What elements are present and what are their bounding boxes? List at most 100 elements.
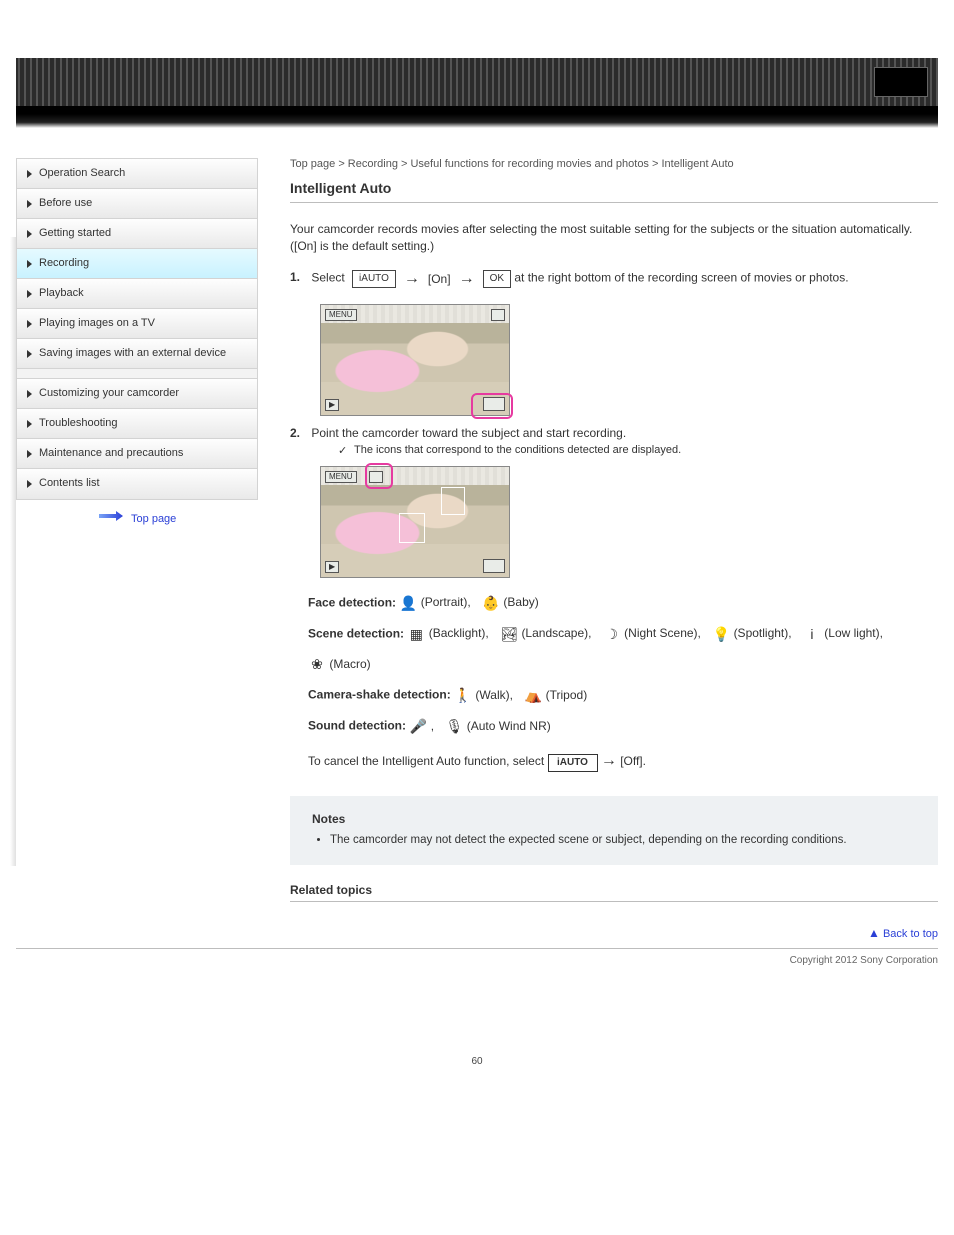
back-to-top-link[interactable]: Back to top [883, 928, 938, 940]
nav-label: Playback [39, 287, 84, 299]
nav-label: Contents list [39, 477, 100, 489]
header-band [16, 58, 938, 114]
step-2-sub: The icons that correspond to the conditi… [338, 444, 938, 456]
on-label: [On] [428, 272, 451, 286]
nav-item-contents-list[interactable]: Contents list [17, 469, 257, 499]
nav-item-customizing[interactable]: Customizing your camcorder [17, 379, 257, 409]
play-badge-icon: ▶ [325, 399, 339, 411]
highlight-ring-icon [365, 463, 393, 489]
step-text-post: at the right bottom of the recording scr… [514, 270, 848, 284]
iauto-off-button-icon: iAUTO [352, 270, 396, 288]
landscape-label: (Landscape), [521, 626, 599, 640]
arrow-right-icon: → [404, 271, 420, 287]
step-text: Select [311, 270, 344, 284]
notes-title: Notes [312, 812, 916, 826]
caret-icon [27, 420, 32, 428]
backlight-icon: ▦ [407, 619, 425, 650]
highlight-ring-icon [471, 393, 513, 419]
caret-icon [27, 450, 32, 458]
iauto-button-icon: iAUTO [548, 754, 598, 772]
page-title: Intelligent Auto [290, 180, 938, 196]
nav-label: Saving images with an external device [39, 347, 226, 359]
step-number: 2. [290, 426, 308, 440]
camera-shake-line: Camera-shake detection: 🚶 (Walk), ⛺ (Tri… [308, 680, 938, 711]
portrait-label: (Portrait), [421, 595, 479, 609]
caret-icon [27, 170, 32, 178]
nav-item-troubleshooting[interactable]: Troubleshooting [17, 409, 257, 439]
arrow-right-icon: → [459, 271, 475, 287]
lcd-screenshot-1: MENU ▶ [320, 304, 510, 416]
face-detection-line: Face detection: 👤 (Portrait), 👶 (Baby) [308, 588, 938, 619]
step-number: 1. [290, 270, 308, 284]
nav-gap [17, 369, 257, 379]
landscape-icon: 🏞 [500, 619, 518, 650]
nav-item-operation-search[interactable]: Operation Search [17, 159, 257, 189]
spotlight-icon: 💡 [712, 619, 730, 650]
sidebar-nav: Operation Search Before use Getting star… [16, 158, 258, 500]
macro-label: (Macro) [329, 657, 378, 671]
tripod-label: (Tripod) [546, 688, 596, 702]
walk-label: (Walk), [475, 688, 521, 702]
line-prefix: Sound detection: [308, 719, 406, 733]
caret-icon [27, 230, 32, 238]
line-prefix: Camera-shake detection: [308, 688, 451, 702]
menu-badge-icon: MENU [325, 471, 357, 483]
nav-item-saving-external[interactable]: Saving images with an external device [17, 339, 257, 369]
macro-icon: ❀ [308, 649, 326, 680]
arrow-right-icon: → [601, 752, 617, 769]
top-page-link[interactable]: Top page [131, 513, 176, 525]
night-icon: ☽ [603, 619, 621, 650]
nav-label: Operation Search [39, 167, 125, 179]
step-2: 2. Point the camcorder toward the subjec… [290, 426, 938, 440]
footer-rule [16, 948, 938, 949]
nav-label: Playing images on a TV [39, 317, 155, 329]
lowlight-label: (Low light), [824, 626, 891, 640]
nav-item-recording[interactable]: Recording [17, 249, 257, 279]
tripod-icon: ⛺ [524, 680, 542, 711]
nav-item-playing-on-tv[interactable]: Playing images on a TV [17, 309, 257, 339]
copyright-text: Copyright 2012 Sony Corporation [0, 955, 938, 966]
wind-mic-1-icon: 🎤 [409, 711, 427, 742]
portrait-icon: 👤 [399, 588, 417, 619]
nav-label: Maintenance and precautions [39, 447, 183, 459]
wind-mic-1-label: , [431, 719, 442, 733]
top-page-link-row: Top page [16, 510, 258, 525]
night-label: (Night Scene), [624, 626, 709, 640]
nav-item-playback[interactable]: Playback [17, 279, 257, 309]
header-fade [16, 114, 938, 128]
step-1: 1. Select iAUTO → [On] → OK at the right… [290, 264, 938, 294]
step-2-subtext: The icons that correspond to the conditi… [338, 444, 938, 456]
walk-icon: 🚶 [454, 680, 472, 711]
mode-badge-icon [491, 309, 505, 321]
nav-label: Getting started [39, 227, 111, 239]
backlight-label: (Backlight), [429, 626, 497, 640]
notes-item: The camcorder may not detect the expecte… [330, 832, 916, 849]
intro-text: Your camcorder records movies after sele… [290, 221, 938, 256]
line-prefix: Face detection: [308, 595, 396, 609]
lowlight-icon: i [803, 619, 821, 650]
step-text: Point the camcorder toward the subject a… [311, 426, 626, 440]
caret-icon [27, 260, 32, 268]
nav-item-maintenance[interactable]: Maintenance and precautions [17, 439, 257, 469]
sound-detection-line: Sound detection: 🎤 , 🎙 (Auto Wind NR) [308, 711, 938, 742]
baby-label: (Baby) [503, 595, 546, 609]
caret-icon [27, 320, 32, 328]
icon-descriptions: Face detection: 👤 (Portrait), 👶 (Baby) S… [308, 588, 938, 774]
face-frame-icon [399, 513, 425, 543]
nav-item-before-use[interactable]: Before use [17, 189, 257, 219]
nav-item-getting-started[interactable]: Getting started [17, 219, 257, 249]
nav-label: Customizing your camcorder [39, 387, 179, 399]
footer-links: ▲ Back to top [290, 926, 938, 940]
off-label: [Off]. [620, 754, 646, 768]
breadcrumb: Top page > Recording > Useful functions … [290, 158, 938, 170]
line-prefix: Scene detection: [308, 626, 404, 640]
page-number: 60 [0, 1056, 954, 1067]
caret-icon [27, 390, 32, 398]
nav-label: Troubleshooting [39, 417, 117, 429]
caret-icon [27, 480, 32, 488]
notes-box: Notes The camcorder may not detect the e… [290, 796, 938, 865]
sidebar: Operation Search Before use Getting star… [16, 158, 258, 944]
main-content: Top page > Recording > Useful functions … [290, 158, 938, 944]
nav-label: Recording [39, 257, 89, 269]
spotlight-label: (Spotlight), [734, 626, 800, 640]
